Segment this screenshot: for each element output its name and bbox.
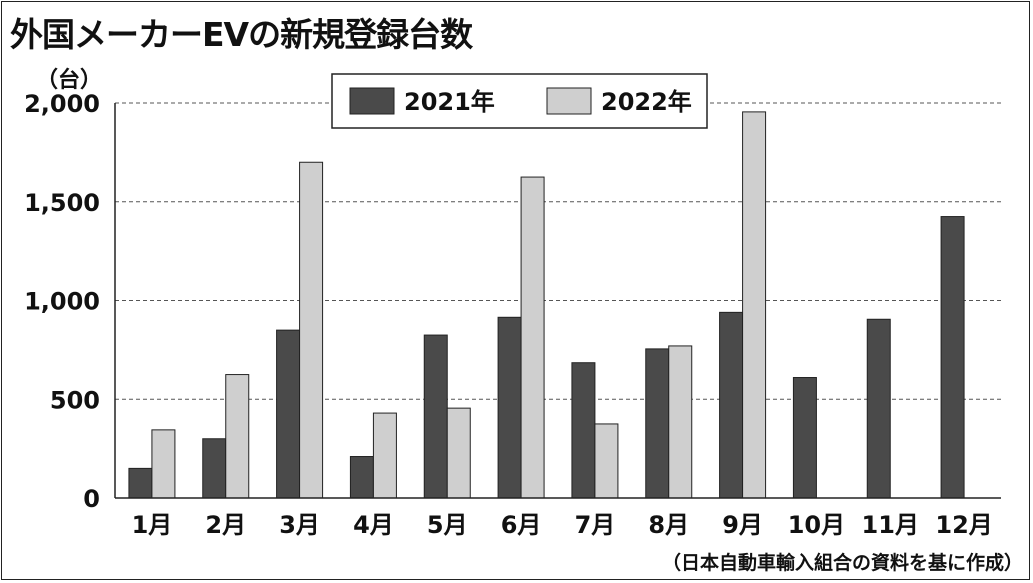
x-category-label: 11月 <box>862 511 919 539</box>
x-category-label: 5月 <box>427 511 468 539</box>
bar-2021 <box>866 318 891 499</box>
bar-2022 <box>668 345 693 499</box>
bar-2021 <box>349 456 374 499</box>
y-tick-label: 1,500 <box>24 189 100 217</box>
bar-2021 <box>276 329 301 499</box>
bar-2022 <box>151 429 176 499</box>
x-category-label: 2月 <box>205 511 246 539</box>
x-category-label: 9月 <box>722 511 763 539</box>
bar-2021 <box>497 316 522 499</box>
bar-2022 <box>299 161 324 499</box>
bar-2021 <box>571 362 596 499</box>
y-tick-label: 500 <box>50 386 100 414</box>
bar-2021 <box>940 216 965 499</box>
bar-2021 <box>645 348 670 499</box>
bar-2021 <box>423 334 448 499</box>
legend-swatch-2022 <box>546 87 592 115</box>
bar-2022 <box>594 423 619 499</box>
x-category-label: 12月 <box>935 511 992 539</box>
y-axis-unit: （台） <box>36 68 103 93</box>
x-category-label: 1月 <box>132 511 173 539</box>
x-category-label: 10月 <box>788 511 845 539</box>
bar-2021 <box>719 311 744 499</box>
y-tick-label: 1,000 <box>24 288 100 316</box>
x-category-label: 7月 <box>575 511 616 539</box>
x-category-label: 3月 <box>279 511 320 539</box>
legend-swatch-2021 <box>349 87 395 115</box>
x-category-label: 4月 <box>353 511 394 539</box>
y-tick-label: 0 <box>83 485 100 513</box>
bar-2022 <box>446 407 471 499</box>
chart-title: 外国メーカーEVの新規登録台数 <box>10 15 473 54</box>
bar-2022 <box>520 176 545 499</box>
y-tick-label: 2,000 <box>24 90 100 118</box>
legend-label-2021: 2021年 <box>404 88 495 116</box>
bar-2022 <box>742 111 767 499</box>
legend-label-2022: 2022年 <box>601 88 692 116</box>
source-note: （日本自動車輸入組合の資料を基に作成） <box>661 552 1023 574</box>
x-category-label: 6月 <box>501 511 542 539</box>
bar-2022 <box>225 374 250 499</box>
bar-2021 <box>202 438 227 499</box>
bar-2021 <box>792 377 817 499</box>
bar-2021 <box>128 467 153 499</box>
bar-2022 <box>372 412 397 499</box>
x-category-label: 8月 <box>648 511 689 539</box>
